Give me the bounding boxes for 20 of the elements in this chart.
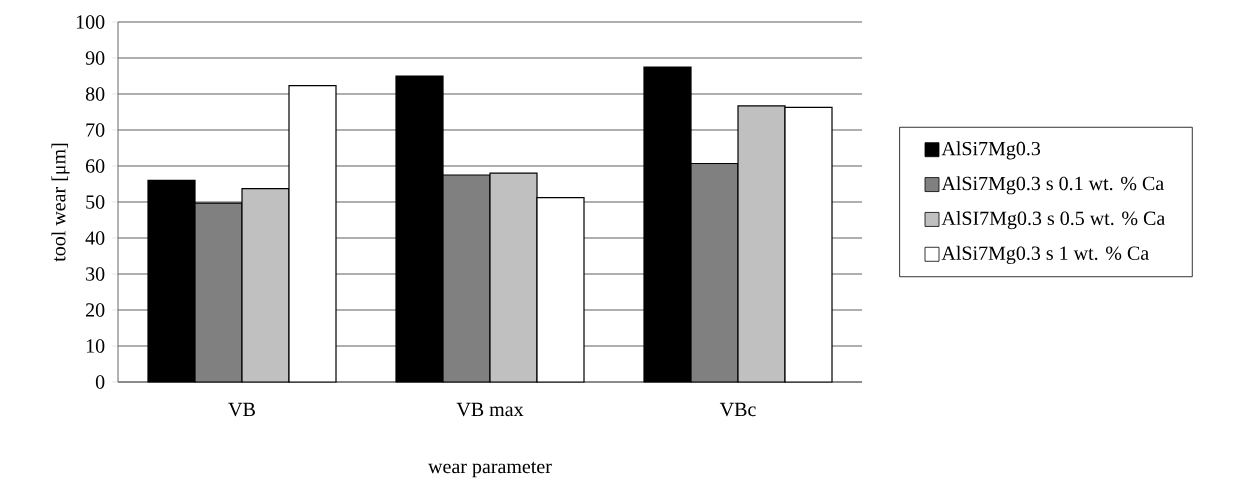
x-axis-title: wear parameter — [428, 461, 552, 478]
y-tick-label: 50 — [86, 195, 105, 209]
y-tick-label: 90 — [85, 51, 105, 65]
x-tick-label: VB max — [456, 402, 524, 417]
y-axis-title: tool wear [μm] — [51, 143, 70, 262]
legend-label: AlSi7Mg0.3 s 1 wt. % Ca — [941, 245, 1149, 265]
y-tick-label: 20 — [86, 303, 105, 317]
legend-label: AlSi7Mg0.3 — [941, 141, 1041, 160]
y-tick-label: 60 — [85, 159, 105, 173]
x-tick-label: VB — [228, 402, 255, 417]
legend-label: AlSi7Mg0.3 s 0.1 wt. % Ca — [941, 176, 1164, 195]
legend-label: AlSI7Mg0.3 s 0.5 wt. % Ca — [941, 210, 1166, 230]
y-tick-label: 0 — [95, 375, 105, 389]
x-tick-label: VBc — [719, 402, 756, 417]
y-tick-label: 40 — [85, 231, 105, 245]
y-tick-label: 100 — [76, 15, 105, 29]
y-tick-label: 80 — [85, 87, 105, 101]
y-tick-label: 30 — [86, 267, 105, 281]
y-tick-label: 70 — [86, 123, 105, 137]
y-tick-label: 10 — [86, 339, 105, 353]
